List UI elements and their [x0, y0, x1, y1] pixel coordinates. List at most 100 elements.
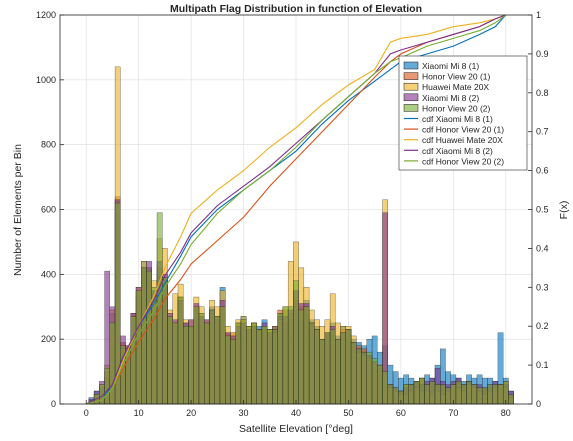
histogram-bar: [419, 377, 425, 405]
right-y-tick-label: 0.9: [536, 49, 549, 59]
histogram-series: [88, 202, 514, 405]
y-tick-label: 200: [41, 334, 56, 344]
histogram-bar: [303, 306, 310, 405]
histogram-bar: [319, 338, 326, 405]
x-tick-label: 20: [186, 408, 196, 418]
x-axis-label: Satellite Elevation [°deg]: [239, 423, 353, 435]
histogram-bar: [413, 381, 420, 405]
histogram-bar: [440, 384, 446, 405]
histogram-bar: [282, 306, 289, 405]
legend-label: Honor View 20 (1): [422, 72, 491, 82]
histogram-bar: [492, 384, 499, 405]
chart-title: Multipath Flag Distribution in function …: [170, 3, 422, 15]
histogram-bar: [497, 384, 504, 405]
histogram-bar: [214, 316, 221, 405]
histogram-bar: [204, 322, 210, 405]
histogram-bar: [356, 348, 362, 405]
histogram-bar: [177, 296, 184, 405]
x-tick-label: 0: [84, 408, 89, 418]
histogram-bar: [298, 309, 305, 405]
histogram-bar: [277, 313, 284, 405]
x-tick-label: 50: [343, 408, 353, 418]
histogram-bar: [471, 384, 478, 405]
right-y-tick-label: 0.3: [536, 282, 549, 292]
histogram-bar: [130, 316, 137, 405]
right-y-tick-label: 0.2: [536, 321, 549, 331]
histogram-bar: [246, 326, 252, 405]
legend-label: cdf Xiaomi Mi 8 (1): [422, 114, 493, 124]
histogram-bar: [340, 332, 346, 405]
histogram-bar: [225, 335, 231, 405]
histogram-bar: [366, 351, 373, 405]
right-y-tick-label: 0.5: [536, 205, 549, 215]
x-tick-label: 30: [239, 408, 249, 418]
legend-label: Honor View 20 (2): [422, 103, 491, 113]
histogram-bar: [293, 280, 299, 405]
histogram-bar: [261, 326, 268, 405]
cdf-line: [86, 14, 507, 405]
y-tick-label: 800: [41, 140, 56, 150]
histogram-bar: [266, 329, 273, 405]
right-y-tick-label: 0.8: [536, 88, 549, 98]
histogram-bar: [235, 322, 242, 405]
right-y-tick-label: 1: [536, 10, 541, 20]
legend-swatch: [403, 93, 419, 102]
axis-ticks: 0 10 20 30 40 50 60 70 8002004006008001000120000…: [36, 10, 549, 418]
histogram-bar: [466, 381, 472, 405]
y-tick-label: 600: [41, 205, 56, 215]
x-tick-label: 10: [134, 408, 144, 418]
histogram-bar: [434, 384, 441, 405]
histogram-bar: [487, 384, 493, 405]
histogram-bar: [240, 319, 247, 405]
legend-label: cdf Huawei Mate 20X: [422, 135, 503, 145]
histogram-bar: [377, 364, 383, 405]
right-y-axis-label: F(x): [558, 201, 570, 220]
histogram-bar: [329, 329, 336, 405]
legend-label: Xiaomi Mi 8 (2): [422, 93, 479, 103]
histogram-bar: [429, 381, 436, 405]
histogram-bar: [361, 351, 367, 405]
y-tick-label: 1200: [36, 10, 56, 20]
histogram-bar: [146, 270, 152, 405]
right-y-tick-label: 0.1: [536, 360, 549, 370]
histogram-bar: [287, 306, 294, 405]
x-tick-label: 80: [501, 408, 511, 418]
y-tick-label: 400: [41, 269, 56, 279]
histogram-bar: [403, 384, 409, 405]
right-y-tick-label: 0: [536, 399, 541, 409]
histogram-bar: [183, 326, 189, 405]
histogram-bar: [167, 316, 173, 405]
legend-label: Xiaomi Mi 8 (1): [422, 61, 479, 71]
y-axis-label: Number of Elements per Bin: [12, 144, 24, 276]
histogram-bar: [345, 329, 352, 405]
x-tick-label: 70: [448, 408, 458, 418]
legend-swatch: [403, 61, 419, 70]
legend-box: [398, 55, 528, 171]
histogram-bar: [324, 332, 331, 405]
histogram-bar: [188, 326, 194, 405]
right-y-tick-label: 0.7: [536, 127, 549, 137]
histogram-bar: [251, 322, 257, 405]
legend-swatch: [403, 104, 419, 112]
legend-label: cdf Honor View 20 (2): [422, 156, 504, 166]
legend: Xiaomi Mi 8 (1)Honor View 20 (1)Huawei M…: [398, 55, 528, 171]
histogram-bar: [256, 329, 263, 405]
histogram-bar: [109, 322, 116, 405]
histogram-bar: [219, 306, 226, 405]
histogram-bar: [209, 309, 215, 405]
legend-swatch: [403, 72, 419, 80]
histogram-bar: [335, 338, 341, 405]
histogram-bar: [371, 358, 378, 405]
x-tick-label: 60: [396, 408, 406, 418]
histogram-bar: [198, 313, 205, 405]
legend-swatch: [403, 82, 419, 91]
legend-label: cdf Xiaomi Mi 8 (2): [422, 146, 493, 156]
histogram-bar: [461, 384, 467, 405]
x-tick-label: 40: [291, 408, 301, 418]
histogram-bar: [382, 371, 388, 405]
histogram-bars: [88, 66, 514, 405]
y-tick-label: 0: [51, 399, 56, 409]
histogram-bar: [508, 394, 514, 405]
histogram-bar: [476, 387, 483, 405]
